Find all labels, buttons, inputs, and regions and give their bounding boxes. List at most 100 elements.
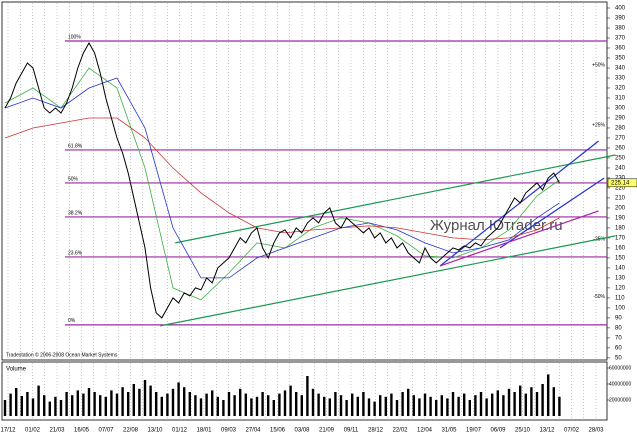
x-tick-label: 25/10 <box>515 428 531 434</box>
y-tick-label: 170 <box>615 236 626 242</box>
volume-bar <box>423 393 427 416</box>
volume-bar <box>82 393 85 416</box>
volume-bar <box>121 387 124 416</box>
volume-bar <box>278 393 281 416</box>
volume-bar <box>317 393 320 416</box>
x-tick-label: 06/09 <box>490 428 506 434</box>
volume-bar <box>401 392 404 416</box>
volume-bar <box>323 396 326 416</box>
volume-bar <box>300 395 303 416</box>
x-tick-label: 01/12 <box>172 428 188 434</box>
y-tick-label: 150 <box>615 256 626 262</box>
volume-bar <box>524 393 527 416</box>
x-tick-label: 19/07 <box>466 428 482 434</box>
volume-bar <box>547 374 550 416</box>
fib-level-label: 50% <box>68 176 79 182</box>
last-price-label: 225.14 <box>611 180 630 186</box>
y-tick-label: 80 <box>615 325 622 331</box>
volume-bar <box>143 380 147 416</box>
volume-bar <box>440 395 443 416</box>
y-tick-label: 260 <box>615 146 626 152</box>
volume-bar <box>222 400 225 416</box>
x-tick-label: 09/03 <box>221 428 237 434</box>
volume-bar <box>194 395 197 416</box>
volume-bar <box>160 396 163 416</box>
percent-label: +50% <box>592 62 605 68</box>
y-tick-label: 200 <box>615 206 626 212</box>
volume-bar <box>261 392 264 416</box>
y-tick-label: 330 <box>615 76 626 82</box>
fib-level-label: 38.2% <box>68 210 83 216</box>
volume-bar <box>93 392 96 416</box>
trend-line <box>499 177 605 249</box>
price-panel <box>1 1 608 361</box>
volume-bar <box>177 382 180 416</box>
y-tick-label: 310 <box>615 96 626 102</box>
volume-bar <box>496 390 499 416</box>
volume-bar <box>149 385 152 416</box>
volume-bar <box>115 393 119 416</box>
volume-bar <box>289 385 292 416</box>
volume-bar <box>37 385 40 416</box>
y-tick-label: 300 <box>615 106 626 112</box>
volume-bar <box>20 396 23 416</box>
x-tick-label: 13/10 <box>147 428 163 434</box>
volume-label: Volume <box>6 367 27 373</box>
y-tick-label: 130 <box>615 276 626 282</box>
x-tick-label: 28/03 <box>588 428 604 434</box>
volume-bar <box>535 392 539 416</box>
fib-level-label: 23.6% <box>68 250 83 256</box>
volume-bar <box>339 395 343 416</box>
volume-bar <box>379 395 382 416</box>
y-tick-label: 70 <box>615 335 622 341</box>
volume-bar <box>407 388 410 416</box>
volume-bar <box>429 396 432 416</box>
volume-bar <box>76 390 79 416</box>
volume-bar <box>250 398 253 416</box>
volume-bar <box>558 396 561 416</box>
fib-level-label: 0% <box>68 318 76 324</box>
y-tick-label: 90 <box>615 315 622 321</box>
volume-bar <box>54 396 57 416</box>
y-tick-label: 60 <box>615 345 622 351</box>
volume-bar <box>188 392 191 416</box>
volume-bar <box>485 398 488 416</box>
x-tick-label: 09/11 <box>344 428 359 434</box>
x-tick-label: 27/04 <box>245 428 261 434</box>
volume-tick-label: 20000000 <box>609 397 631 403</box>
volume-bar <box>31 398 35 416</box>
volume-bar <box>519 385 522 416</box>
moving-average <box>4 77 560 279</box>
fib-level-label: 61.8% <box>68 143 83 149</box>
volume-bar <box>272 400 275 416</box>
trend-line <box>439 140 599 267</box>
x-tick-label: 07/02 <box>564 428 580 434</box>
y-tick-label: 140 <box>615 266 626 272</box>
y-tick-label: 380 <box>615 26 626 32</box>
y-tick-label: 100 <box>615 305 626 311</box>
y-tick-label: 230 <box>615 176 626 182</box>
volume-bar <box>199 398 203 416</box>
volume-bar <box>267 395 270 416</box>
x-tick-label: 03/08 <box>294 428 310 434</box>
volume-bar <box>166 393 169 416</box>
volume-bar <box>183 387 186 416</box>
volume-bar <box>104 396 107 416</box>
volume-bar <box>541 384 544 416</box>
volume-bar <box>507 388 511 416</box>
volume-bar <box>552 387 555 416</box>
y-tick-label: 400 <box>615 6 626 12</box>
volume-bar <box>351 393 354 416</box>
volume-bar <box>205 393 208 416</box>
volume-bar <box>59 400 63 416</box>
x-tick-label: 31/05 <box>441 428 457 434</box>
x-tick-label: 21/09 <box>319 428 335 434</box>
volume-bar <box>502 395 505 416</box>
volume-bar <box>306 376 309 416</box>
volume-bar <box>435 400 438 416</box>
volume-bar <box>65 392 68 416</box>
x-tick-label: 22/02 <box>392 428 408 434</box>
volume-bar <box>227 392 231 416</box>
x-tick-label: 16/05 <box>74 428 90 434</box>
